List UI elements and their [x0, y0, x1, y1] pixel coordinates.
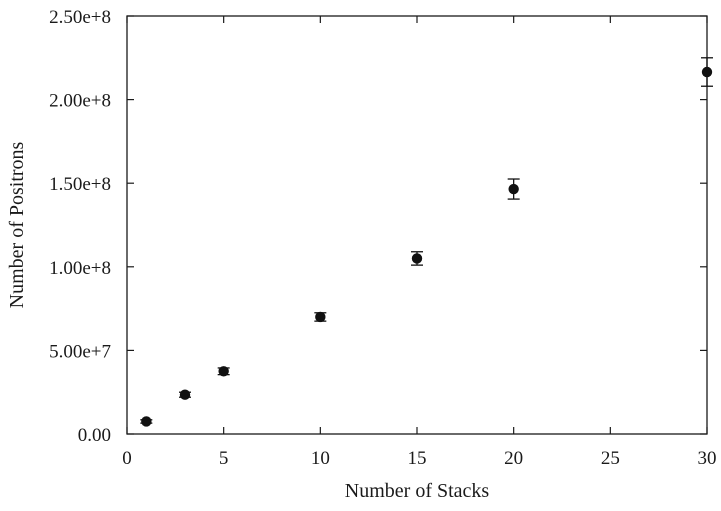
y-tick-label: 1.50e+8 [49, 174, 111, 195]
y-axis-ticks: 0.00 5.00e+7 1.00e+8 1.50e+8 2.00e+8 2.50e+8 [49, 7, 707, 446]
x-tick-label: 15 [408, 448, 427, 469]
x-tick-label: 20 [504, 448, 523, 469]
y-tick-label: 2.50e+8 [49, 7, 111, 28]
x-tick-label: 0 [122, 448, 132, 469]
x-tick-label: 30 [698, 448, 717, 469]
data-point [315, 311, 326, 323]
x-axis-title: Number of Stacks [345, 480, 490, 502]
y-axis-title: Number of Positrons [6, 141, 28, 308]
data-point [508, 183, 519, 195]
data-point [179, 389, 191, 400]
y-tick-label: 1.00e+8 [49, 258, 111, 279]
x-tick-label: 10 [311, 448, 330, 469]
x-axis-ticks: 0 5 10 15 20 25 30 [122, 16, 717, 469]
data-point [701, 66, 713, 78]
x-tick-label: 25 [601, 448, 620, 469]
y-tick-label: 5.00e+7 [49, 341, 111, 362]
x-tick-label: 5 [219, 448, 229, 469]
y-tick-label: 0.00 [78, 425, 111, 446]
data-point [218, 366, 229, 377]
y-tick-label: 2.00e+8 [49, 91, 111, 112]
plot-frame [126, 15, 708, 435]
data-points [140, 57, 713, 427]
data-point [411, 253, 423, 264]
data-point [141, 416, 152, 427]
